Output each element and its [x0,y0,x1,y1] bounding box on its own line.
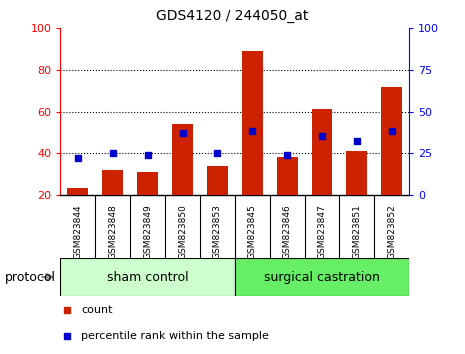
Text: GDS4120 / 244050_at: GDS4120 / 244050_at [156,9,309,23]
Bar [235,258,409,296]
Text: surgical castration: surgical castration [264,270,380,284]
Bar [172,124,193,195]
Bar [137,172,158,195]
Text: GSM823846: GSM823846 [283,204,292,259]
Bar [312,109,332,195]
Text: count: count [81,306,113,315]
Text: GSM823852: GSM823852 [387,204,396,259]
Bar [242,51,263,195]
Text: GSM823853: GSM823853 [213,204,222,259]
Text: sham control: sham control [107,270,188,284]
Text: GSM823844: GSM823844 [73,204,82,259]
Text: GSM823849: GSM823849 [143,204,152,259]
Bar [207,166,228,195]
Bar [381,86,402,195]
Bar [346,151,367,195]
Text: GSM823851: GSM823851 [352,204,361,259]
Text: GSM823845: GSM823845 [248,204,257,259]
Bar [60,258,235,296]
Text: GSM823847: GSM823847 [318,204,326,259]
Text: protocol: protocol [5,270,56,284]
Bar [102,170,123,195]
Bar [67,188,88,195]
Bar [277,157,298,195]
Text: GSM823848: GSM823848 [108,204,117,259]
Text: percentile rank within the sample: percentile rank within the sample [81,331,269,341]
Text: GSM823850: GSM823850 [178,204,187,259]
